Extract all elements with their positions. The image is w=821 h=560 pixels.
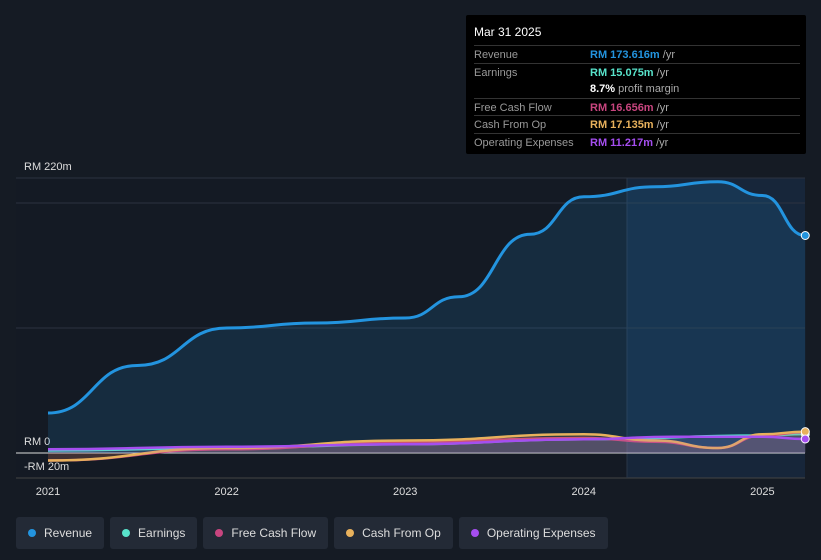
legend-label: Free Cash Flow [231, 526, 317, 540]
x-tick-label: 2025 [750, 486, 774, 498]
x-tick-label: 2024 [572, 486, 596, 498]
tooltip-value: 8.7% profit margin [590, 83, 680, 95]
y-tick-label: -RM 20m [24, 461, 69, 473]
line-cash-from-op [47, 430, 806, 462]
legend-label: Revenue [44, 526, 93, 540]
legend-item[interactable]: Operating Expenses [458, 517, 608, 549]
x-tick-label: 2023 [393, 486, 417, 498]
tooltip-value: RM 173.616m /yr [590, 49, 676, 61]
tooltip-row: Earnings RM 15.075m /yr [474, 62, 800, 81]
legend-item[interactable]: Revenue [16, 517, 105, 549]
tooltip-value: RM 17.135m /yr [590, 119, 669, 131]
legend-dot-icon [122, 529, 131, 537]
tooltip-value: RM 16.656m /yr [590, 101, 669, 114]
tooltip-label: Earnings [474, 66, 518, 79]
end-point [800, 434, 810, 444]
tooltip-label: Operating Expenses [474, 136, 574, 149]
tooltip-date: Mar 31 2025 [474, 25, 542, 39]
tooltip-value: RM 11.217m /yr [590, 136, 669, 149]
area-free-cash-flow [48, 432, 806, 461]
tooltip: Mar 31 2025 Revenue RM 173.616m /yr Earnin… [466, 15, 806, 154]
legend-label: Cash From Op [362, 526, 441, 540]
end-point [800, 427, 810, 437]
legend-label: Earnings [138, 526, 186, 540]
legend-dot-icon [28, 529, 36, 537]
tooltip-row: Revenue RM 173.616m /yr [474, 45, 800, 63]
legend-item[interactable]: Free Cash Flow [203, 517, 329, 549]
line-revenue [47, 180, 806, 415]
legend-item[interactable]: Cash From Op [334, 517, 453, 549]
tooltip-row: 8.7% profit margin [474, 80, 800, 97]
legend-dot-icon [470, 529, 479, 537]
legend-dot-icon [215, 529, 224, 537]
legend: Revenue Earnings Free Cash Flow Cash From O… [16, 517, 608, 549]
x-tick-label: 2021 [36, 486, 60, 498]
legend-dot-icon [346, 529, 355, 537]
tooltip-label: Free Cash Flow [474, 101, 552, 114]
tooltip-label: Cash From Op [474, 119, 547, 131]
tooltip-row: Operating Expenses RM 11.217m /yr [474, 132, 800, 151]
legend-label: Operating Expenses [486, 526, 596, 540]
legend-item[interactable]: Earnings [110, 517, 198, 549]
tooltip-row: Cash From Op RM 17.135m /yr [474, 115, 800, 133]
chart: RM 220m RM 0 -RM 20m 2021 2022 2023 2024 2025 [16, 161, 810, 498]
line-operating-expenses [47, 435, 806, 451]
area-revenue [48, 181, 806, 453]
y-tick-label: RM 0 [24, 436, 50, 448]
end-point [800, 231, 810, 240]
y-tick-label: RM 220m [24, 161, 72, 173]
tooltip-row: Free Cash Flow RM 16.656m /yr [474, 97, 800, 116]
tooltip-value: RM 15.075m /yr [590, 66, 669, 79]
x-tick-label: 2022 [214, 486, 238, 498]
tooltip-label: Revenue [474, 49, 519, 61]
